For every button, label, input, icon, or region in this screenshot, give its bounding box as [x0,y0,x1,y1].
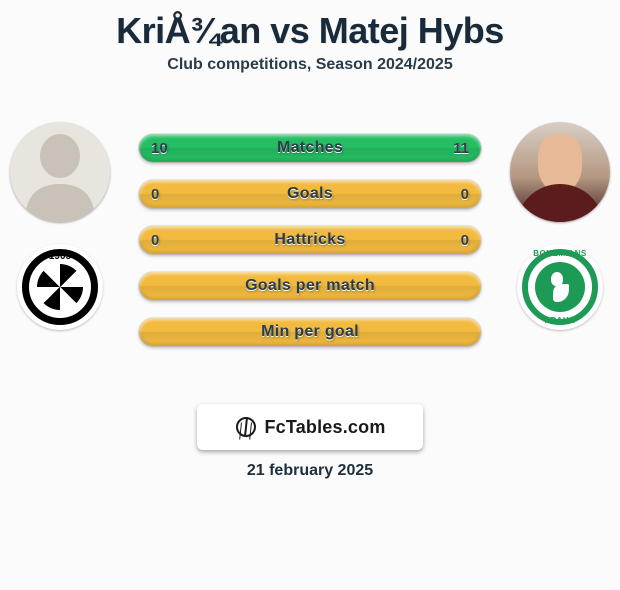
club-left-year: 1905 [17,251,103,262]
stat-bar: Matches 10 11 [139,134,481,162]
player-right-photo [510,122,610,222]
page-title: KriÅ¾an vs Matej Hybs [0,10,620,52]
player-right-column: BOHEMIANS PRAHA [500,122,620,330]
stat-bar: Goals per match [139,272,481,300]
player-left-photo [10,122,110,222]
stat-label: Goals per match [245,277,375,295]
stat-bars: Matches 10 11 Goals 0 0 Hattricks 0 0 Goals per m… [139,134,481,346]
stat-value-right: 0 [461,180,469,208]
stat-value-left: 0 [151,226,159,254]
globe-icon [234,415,258,439]
stat-bar: Min per goal [139,318,481,346]
stat-label: Matches [277,139,343,157]
watermark-pill: FcTables.com [197,404,423,450]
club-right-top-text: BOHEMIANS [517,249,603,258]
page-subtitle: Club competitions, Season 2024/2025 [0,56,620,74]
stat-value-left: 10 [151,134,168,162]
stat-bar: Goals 0 0 [139,180,481,208]
stat-value-right: 11 [453,134,469,162]
watermark-text: FcTables.com [264,417,385,438]
kangaroo-icon [547,270,573,304]
club-right-bottom-text: PRAHA [517,316,603,325]
stat-label: Min per goal [261,323,359,341]
player-left-column: 1905 [0,122,120,330]
club-right-crest: BOHEMIANS PRAHA [517,244,603,330]
stat-label: Hattricks [274,231,345,249]
stat-bar: Hattricks 0 0 [139,226,481,254]
stat-value-left: 0 [151,180,159,208]
stat-label: Goals [287,185,333,203]
stat-value-right: 0 [461,226,469,254]
infographic-date: 21 february 2025 [0,462,620,480]
club-left-crest: 1905 [17,244,103,330]
